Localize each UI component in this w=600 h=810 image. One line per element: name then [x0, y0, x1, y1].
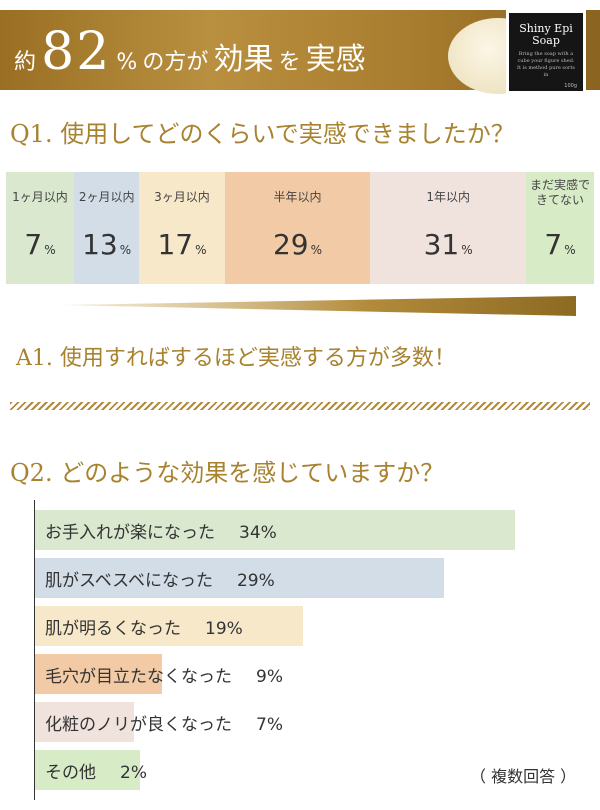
q1-segment-label: 1ヶ月以内 — [12, 190, 68, 204]
q1-segment-value: 17% — [139, 228, 224, 261]
dashed-divider — [10, 402, 590, 410]
q1-segment-label: 半年以内 — [273, 190, 322, 204]
q1-segment: まだ実感できてない 7% — [526, 172, 594, 284]
headline-word-feel: 実感 — [305, 42, 366, 77]
q1-segment-number: 7 — [24, 228, 43, 261]
q2-bar-value: 29% — [236, 571, 275, 591]
q2-bar-label: 毛穴が目立たなくなった — [45, 667, 232, 687]
q1-segment-value: 13% — [74, 228, 139, 261]
q1-segment: 1ヶ月以内 7% — [6, 172, 74, 284]
q2-bar-label: 肌が明るくなった — [45, 619, 181, 639]
q1-segment-number: 7 — [544, 228, 563, 261]
q2-bar: 化粧のノリが良くなった 7% — [35, 702, 283, 742]
q2-bar-label: 肌がスベスベになった — [45, 571, 213, 591]
q1-segment-number: 29 — [272, 228, 309, 261]
q1-segment-unit: % — [461, 243, 473, 257]
q2-bar: その他 2% — [35, 750, 147, 790]
headline: 約 82 % の方が 効果 を 実感 — [14, 22, 366, 82]
q1-segment: 2ヶ月以内 13% — [74, 172, 140, 284]
multiple-answer-note: （ 複数回答 ） — [470, 767, 577, 786]
q2-bar: 肌がスベスベになった 29% — [35, 558, 445, 598]
headline-prefix: 約 — [14, 50, 37, 75]
q1-question: Q1. 使用してどのくらいで実感できましたか？ — [10, 120, 515, 148]
q1-segment-value: 7% — [526, 228, 594, 261]
q2-bar-label: お手入れが楽になった — [45, 523, 215, 543]
q2-bar-value: 9% — [256, 667, 283, 687]
q1-segment-label: 2ヶ月以内 — [78, 190, 135, 204]
q1-segment: 半年以内 29% — [224, 172, 371, 284]
q2-bar: 毛穴が目立たなくなった 9% — [35, 654, 283, 694]
headline-text-2: を — [278, 50, 301, 75]
q1-segment-value: 29% — [225, 228, 371, 261]
q1-segment-unit: % — [195, 243, 207, 257]
product-fine-print: Bring the soap with a cube your figure s… — [517, 51, 575, 78]
q1-segment-unit: % — [119, 243, 132, 257]
q1-segment-label: まだ実感できてない — [530, 178, 591, 207]
product-weight: 100g — [564, 83, 577, 89]
q1-segment-label: 3ヶ月以内 — [154, 190, 210, 204]
q1-segment: 3ヶ月以内 17% — [139, 172, 225, 284]
q2-bar-label: その他 — [45, 763, 96, 783]
q2-axis — [34, 500, 35, 800]
q2-bar-value: 19% — [205, 619, 243, 639]
headline-text-1: の方が — [142, 50, 209, 75]
q1-segment-unit: % — [44, 243, 56, 257]
q2-bar-value: 2% — [120, 763, 147, 783]
q2-bar-value: 7% — [256, 715, 283, 735]
q1-segment-value: 7% — [6, 228, 74, 261]
q2-bar: 肌が明るくなった 19% — [35, 606, 304, 646]
a1-answer: A1. 使用すればするほど実感する方が多数！ — [16, 346, 456, 371]
q1-segment-unit: % — [310, 243, 322, 257]
headline-percent: % — [116, 50, 138, 75]
gold-wedge-divider — [60, 296, 576, 316]
headline-number: 82 — [41, 22, 112, 82]
q1-segment-label: 1年以内 — [426, 190, 470, 204]
q1-segment-number: 17 — [157, 228, 194, 261]
q2-bar-value: 34% — [239, 523, 277, 543]
q1-segment-value: 31% — [370, 228, 526, 261]
q2-bar-label: 化粧のノリが良くなった — [45, 715, 232, 735]
product-name: Shiny Epi Soap — [519, 22, 573, 47]
q2-bar: お手入れが楽になった 34% — [35, 510, 515, 550]
headline-word-effect: 効果 — [213, 42, 274, 77]
q1-segment: 1年以内 31% — [370, 172, 526, 284]
q1-segment-number: 31 — [423, 228, 460, 261]
product-package: Shiny Epi Soap Bring the soap with a cub… — [506, 10, 586, 94]
q1-segment-unit: % — [564, 243, 576, 257]
q1-segment-number: 13 — [82, 228, 118, 261]
q2-question: Q2. どのような効果を感じていますか？ — [10, 459, 445, 487]
